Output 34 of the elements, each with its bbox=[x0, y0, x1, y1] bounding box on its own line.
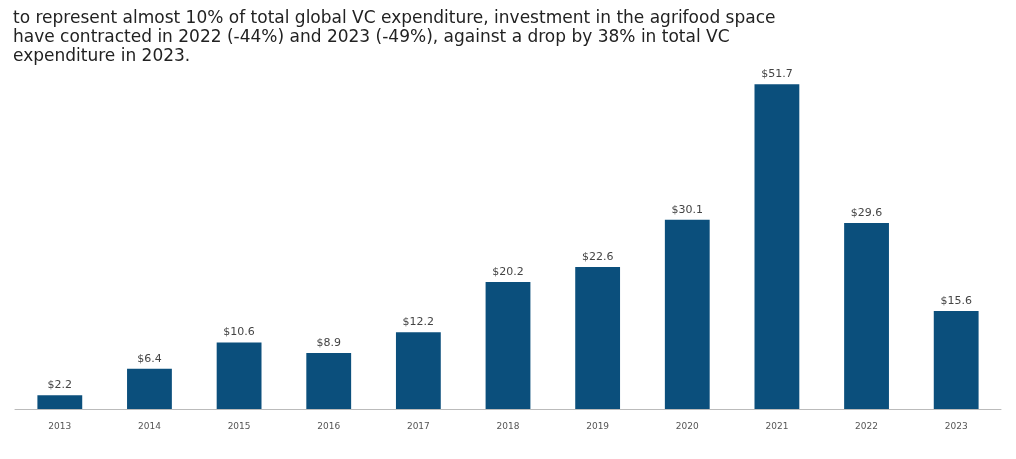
data-label: $29.6 bbox=[850, 206, 883, 220]
bar bbox=[395, 332, 441, 409]
bar bbox=[664, 219, 710, 409]
x-tick-label: 2020 bbox=[675, 420, 699, 431]
bar bbox=[127, 368, 172, 409]
data-label: $8.9 bbox=[316, 336, 341, 350]
bar bbox=[754, 84, 800, 409]
bar bbox=[216, 342, 262, 409]
data-label: $10.6 bbox=[223, 325, 255, 339]
x-tick-label: 2019 bbox=[586, 420, 610, 431]
bar bbox=[575, 267, 621, 409]
data-label: $2.2 bbox=[47, 378, 73, 392]
data-label: $12.2 bbox=[402, 315, 435, 329]
data-label: $30.1 bbox=[671, 202, 704, 216]
data-label: $20.2 bbox=[492, 265, 524, 279]
x-tick-label: 2023 bbox=[944, 420, 968, 431]
bar bbox=[933, 310, 979, 409]
bar bbox=[37, 395, 83, 409]
x-tick-label: 2016 bbox=[317, 420, 341, 431]
data-label: $15.6 bbox=[940, 293, 972, 307]
x-tick-label: 2013 bbox=[48, 420, 72, 431]
x-tick-label: 2018 bbox=[496, 420, 520, 431]
bar bbox=[306, 353, 352, 409]
data-label: $6.4 bbox=[137, 351, 162, 365]
chart-title: to represent almost 10% of total global VC expenditure, investment in the agrifood space have contracted in 2022 (-44%) and 2023 (-49%), against a drop by 38% in total VC expenditure in 2023. bbox=[13, 6, 781, 65]
bar bbox=[485, 282, 531, 409]
x-tick-label: 2014 bbox=[138, 420, 162, 431]
data-label: $51.7 bbox=[761, 67, 793, 81]
bar bbox=[844, 223, 889, 409]
data-label: $22.6 bbox=[581, 250, 614, 263]
x-tick-label: 2015 bbox=[227, 420, 251, 431]
x-tick-label: 2022 bbox=[855, 420, 878, 431]
x-tick-label: 2021 bbox=[765, 420, 789, 431]
x-tick-label: 2017 bbox=[406, 420, 430, 431]
